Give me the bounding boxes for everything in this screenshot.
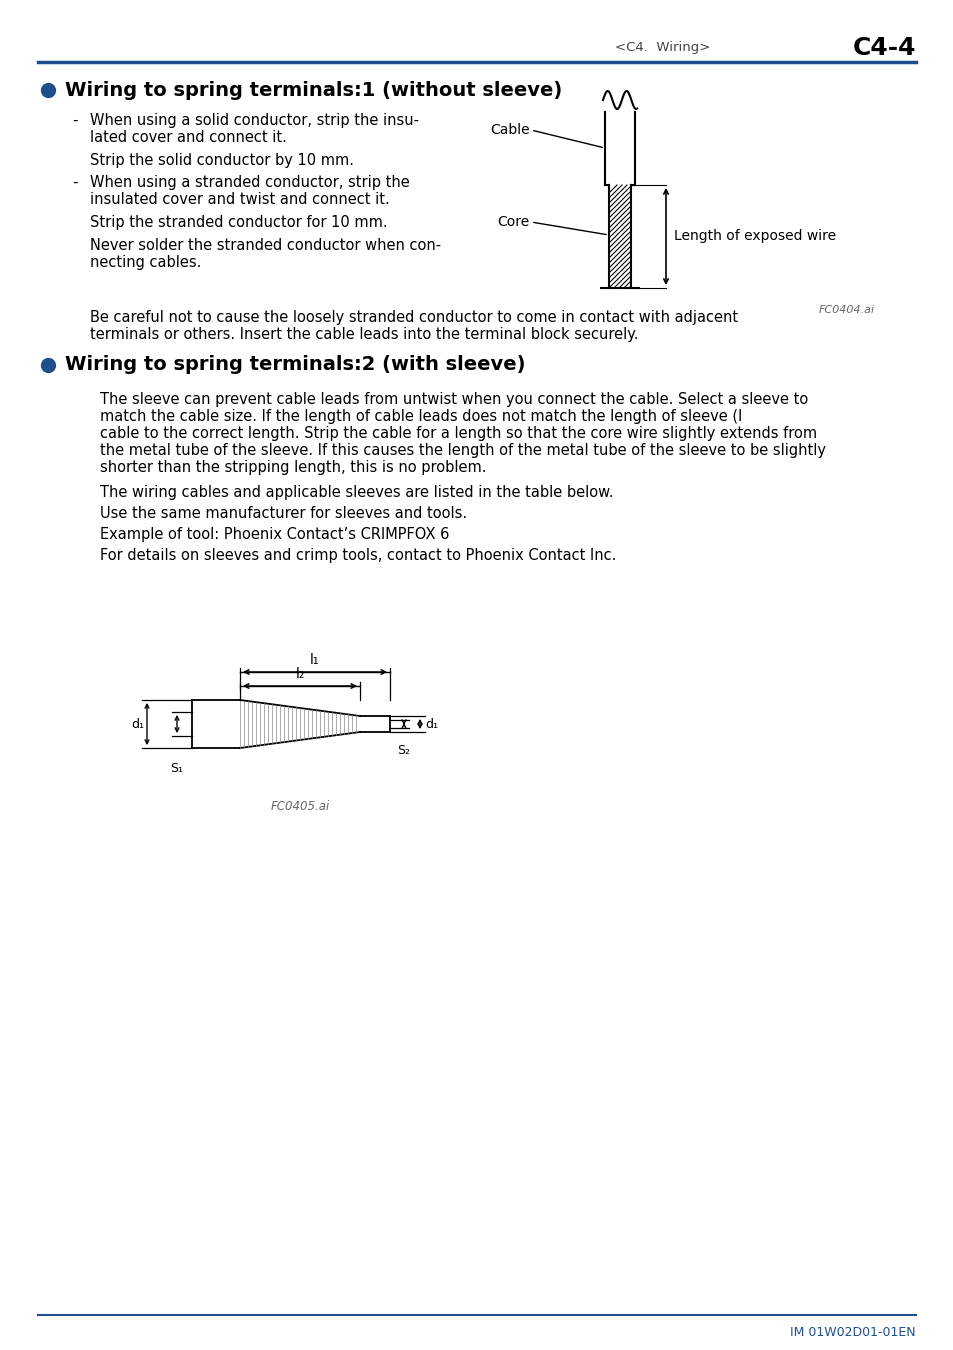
Text: Strip the solid conductor by 10 mm.: Strip the solid conductor by 10 mm. bbox=[90, 153, 354, 167]
Text: Core: Core bbox=[497, 215, 530, 230]
Text: S₁: S₁ bbox=[171, 761, 183, 775]
Text: Never solder the stranded conductor when con-: Never solder the stranded conductor when… bbox=[90, 238, 440, 252]
Text: C4-4: C4-4 bbox=[852, 36, 915, 59]
Text: For details on sleeves and crimp tools, contact to Phoenix Contact Inc.: For details on sleeves and crimp tools, … bbox=[100, 548, 616, 563]
Text: FC0404.ai: FC0404.ai bbox=[818, 305, 874, 315]
Text: Wiring to spring terminals:1 (without sleeve): Wiring to spring terminals:1 (without sl… bbox=[65, 81, 561, 100]
Text: Use the same manufacturer for sleeves and tools.: Use the same manufacturer for sleeves an… bbox=[100, 506, 467, 521]
Text: FC0405.ai: FC0405.ai bbox=[270, 801, 330, 813]
Text: the metal tube of the sleeve. If this causes the length of the metal tube of the: the metal tube of the sleeve. If this ca… bbox=[100, 443, 825, 458]
Text: shorter than the stripping length, this is no problem.: shorter than the stripping length, this … bbox=[100, 460, 486, 475]
Text: Example of tool: Phoenix Contact’s CRIMPFOX 6: Example of tool: Phoenix Contact’s CRIMP… bbox=[100, 526, 449, 541]
Text: terminals or others. Insert the cable leads into the terminal block securely.: terminals or others. Insert the cable le… bbox=[90, 327, 638, 342]
Text: cable to the correct length. Strip the cable for a length so that the core wire : cable to the correct length. Strip the c… bbox=[100, 427, 817, 441]
Text: lated cover and connect it.: lated cover and connect it. bbox=[90, 130, 287, 144]
Text: insulated cover and twist and connect it.: insulated cover and twist and connect it… bbox=[90, 192, 390, 207]
Text: l₁: l₁ bbox=[310, 653, 319, 667]
Text: When using a stranded conductor, strip the: When using a stranded conductor, strip t… bbox=[90, 176, 410, 190]
Text: S₂: S₂ bbox=[397, 744, 410, 757]
Text: l₂: l₂ bbox=[295, 667, 304, 680]
Text: The sleeve can prevent cable leads from untwist when you connect the cable. Sele: The sleeve can prevent cable leads from … bbox=[100, 392, 807, 406]
Text: IM 01W02D01-01EN: IM 01W02D01-01EN bbox=[789, 1326, 915, 1338]
Text: d₁: d₁ bbox=[424, 717, 437, 730]
Text: The wiring cables and applicable sleeves are listed in the table below.: The wiring cables and applicable sleeves… bbox=[100, 485, 613, 500]
Text: Length of exposed wire: Length of exposed wire bbox=[673, 230, 835, 243]
Text: necting cables.: necting cables. bbox=[90, 255, 201, 270]
Text: Wiring to spring terminals:2 (with sleeve): Wiring to spring terminals:2 (with sleev… bbox=[65, 355, 525, 374]
Text: Cable: Cable bbox=[490, 123, 530, 136]
Text: match the cable size. If the length of cable leads does not match the length of : match the cable size. If the length of c… bbox=[100, 409, 741, 424]
Text: <C4.  Wiring>: <C4. Wiring> bbox=[615, 42, 710, 54]
Text: -: - bbox=[71, 176, 77, 190]
Text: Strip the stranded conductor for 10 mm.: Strip the stranded conductor for 10 mm. bbox=[90, 215, 387, 230]
Text: When using a solid conductor, strip the insu-: When using a solid conductor, strip the … bbox=[90, 113, 418, 128]
Text: Be careful not to cause the loosely stranded conductor to come in contact with a: Be careful not to cause the loosely stra… bbox=[90, 310, 738, 325]
Text: d₁: d₁ bbox=[131, 717, 144, 730]
Text: -: - bbox=[71, 113, 77, 128]
